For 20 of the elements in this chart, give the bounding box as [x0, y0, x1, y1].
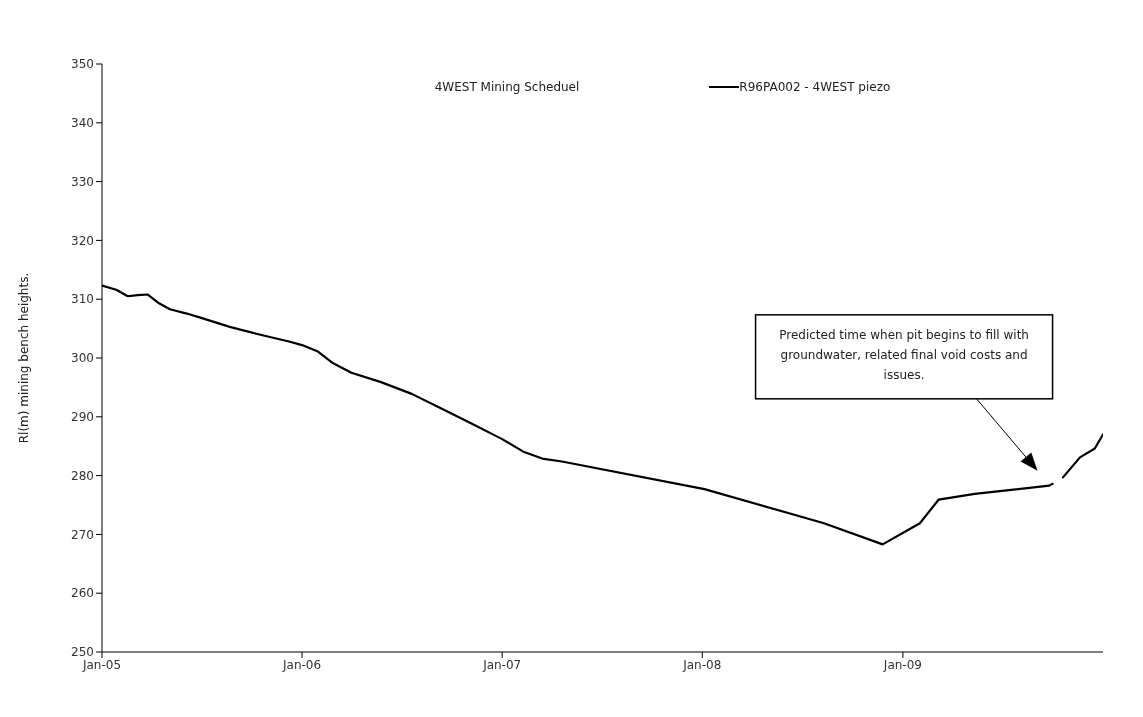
legend-label: R96PA002 - 4WEST piezo — [739, 80, 891, 94]
y-tick-label: 250 — [71, 645, 94, 660]
annotation: Predicted time when pit begins to fill with groundwater, related final void costs and issues. — [778, 326, 1030, 384]
y-tick-label: 320 — [71, 233, 94, 248]
x-tick-label: Jan-06 — [282, 657, 322, 672]
x-tick-label: Jan-08 — [682, 657, 722, 672]
y-tick-label: 290 — [71, 410, 94, 425]
y-tick-label: 260 — [71, 586, 94, 601]
y-tick-label: 300 — [71, 351, 94, 366]
y-tick-label: 310 — [71, 292, 94, 307]
y-axis-title: Rl(m) mining bench heights. — [17, 272, 32, 444]
x-tick-label: Jan-09 — [882, 657, 922, 672]
x-tick-label: Jan-07 — [482, 657, 522, 672]
y-tick-label: 280 — [71, 468, 94, 483]
y-tick-label: 330 — [71, 174, 94, 189]
annotation: 4WEST Mining Scheduel — [434, 80, 580, 94]
y-tick-label: 350 — [71, 57, 94, 72]
y-tick-label: 340 — [71, 116, 94, 131]
y-tick-label: 270 — [71, 527, 94, 542]
x-tick-label: Jan-05 — [81, 657, 122, 672]
